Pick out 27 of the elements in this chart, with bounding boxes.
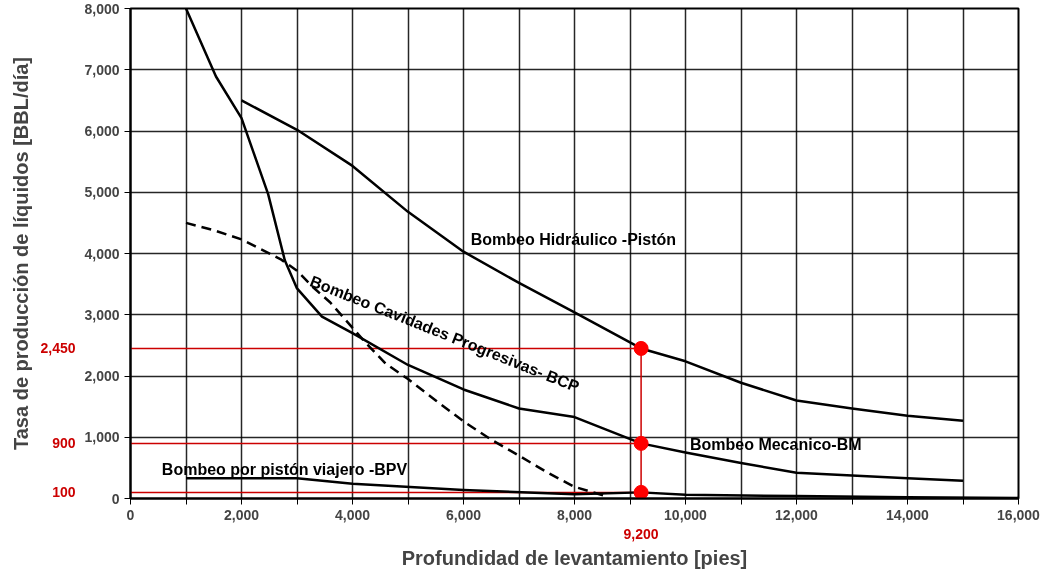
y-axis-title: Tasa de producción de líquidos [BBL/día] xyxy=(10,56,33,450)
x-tick-label: 12,000 xyxy=(775,506,819,523)
x-tick-label: 14,000 xyxy=(886,506,930,523)
point xyxy=(633,340,649,356)
ref-line-label: 2,450 xyxy=(40,340,76,357)
x-tick-label: 0 xyxy=(126,506,135,523)
y-tick-label: 0 xyxy=(111,490,120,507)
ref-line-label: 100 xyxy=(52,484,76,501)
y-tick-label: 4,000 xyxy=(84,245,120,262)
x-tick-label: 8,000 xyxy=(556,506,593,523)
x-tick-label: 2,000 xyxy=(223,506,260,523)
point xyxy=(633,484,649,499)
y-tick-label: 2,000 xyxy=(84,368,120,384)
x-tick-label: 10,000 xyxy=(664,506,708,523)
ref-line-label: 9,200 xyxy=(623,525,659,542)
y-tick-label: 1,000 xyxy=(84,429,120,446)
y-tick-label: 8,000 xyxy=(84,0,120,17)
y-tick-label: 3,000 xyxy=(84,306,120,323)
x-tick-label: 6,000 xyxy=(445,506,482,523)
x-tick-label: 16,000 xyxy=(997,506,1041,523)
ref-line-label: 900 xyxy=(52,435,76,452)
x-axis-title: Profundidad de levantamiento [pies] xyxy=(401,546,748,569)
point xyxy=(633,435,649,451)
y-tick-label: 6,000 xyxy=(84,123,120,139)
x-tick-label: 4,000 xyxy=(334,506,371,523)
y-tick-label: 5,000 xyxy=(84,184,120,201)
y-tick-label: 7,000 xyxy=(84,61,120,78)
